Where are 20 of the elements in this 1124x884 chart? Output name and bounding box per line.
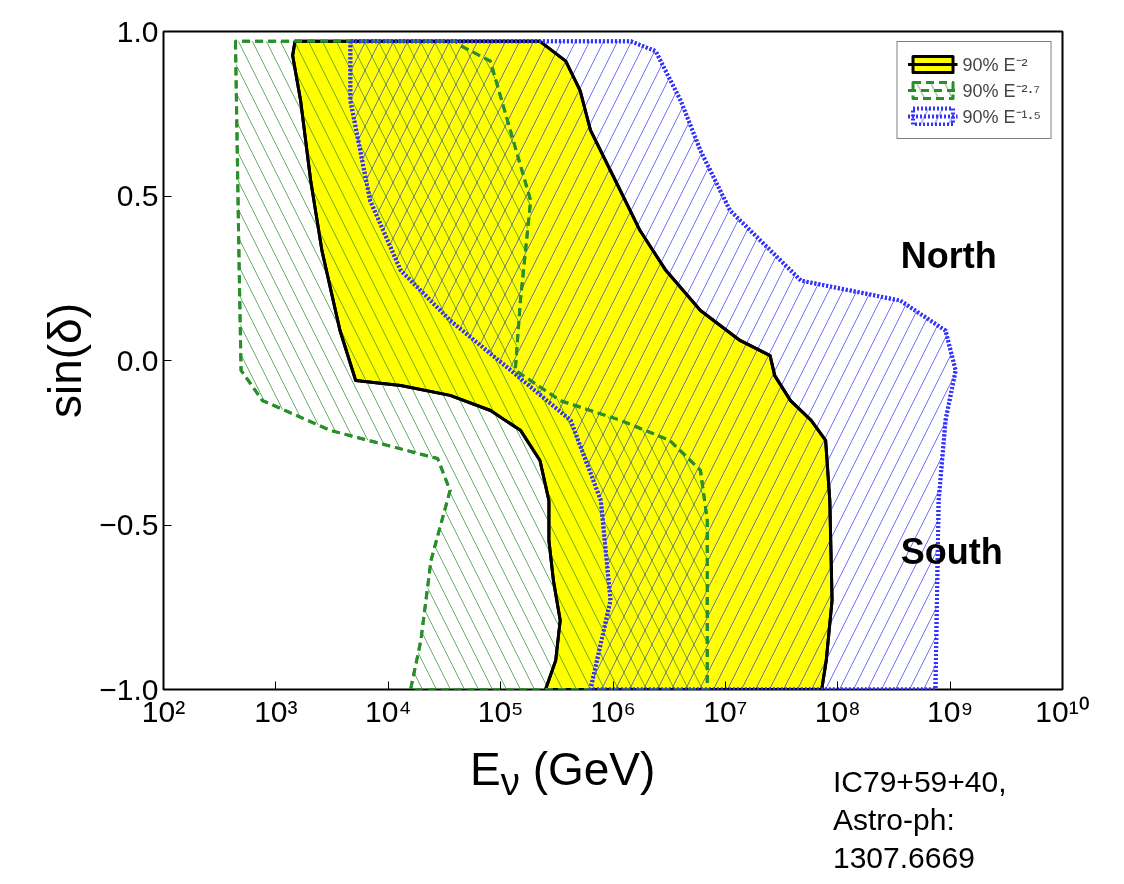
legend-label: 90% E⁻² xyxy=(962,54,1028,76)
annotation: South xyxy=(900,530,1003,572)
x-tick-label: 10⁶ xyxy=(590,694,636,728)
text: IC79+59+40, Astro-ph: 1307.6669 xyxy=(833,764,1007,876)
x-tick-label: 10⁹ xyxy=(927,694,974,728)
y-tick-label: −0.5 xyxy=(99,508,159,541)
y-tick-label: 1.0 xyxy=(116,14,159,48)
y-tick-label: 0.0 xyxy=(116,343,159,377)
y-tick-label: 0.5 xyxy=(116,179,159,212)
x-tick-label: 10⁵ xyxy=(477,694,524,728)
x-tick-label: 10⁷ xyxy=(703,694,748,728)
x-tick-label: 10⁸ xyxy=(814,694,861,728)
x-tick-label: 10⁴ xyxy=(365,694,412,728)
x-tick-label: 10¹⁰ xyxy=(1035,694,1090,728)
x-axis-title: E$_{ν}$ (GeV) xyxy=(470,742,656,806)
x-tick-label: 10³ xyxy=(254,694,298,728)
y-axis-title: sin(δ) xyxy=(39,302,92,419)
annotation: North xyxy=(900,234,997,276)
legend-label: 90% E⁻¹·⁵ xyxy=(962,106,1041,128)
legend-label: 90% E⁻²·⁷ xyxy=(962,80,1041,102)
